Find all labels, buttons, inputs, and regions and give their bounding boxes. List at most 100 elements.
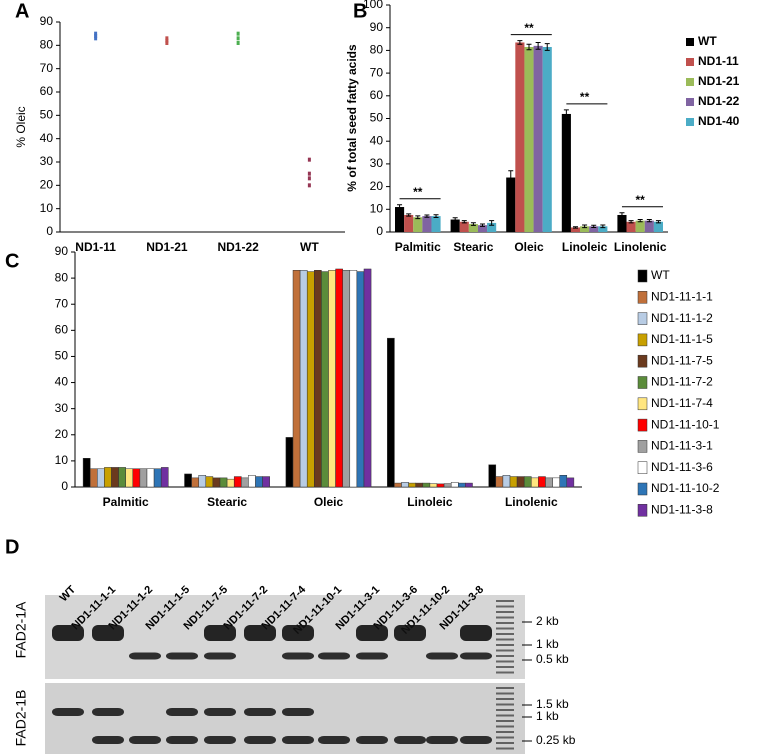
error-bar	[406, 213, 412, 217]
ladder-band	[496, 692, 514, 695]
ladder-band	[496, 687, 514, 689]
bar	[226, 478, 235, 488]
legend-label: ND1-11-3-8	[651, 502, 713, 516]
y-axis-label: % of total seed fatty acids	[345, 44, 359, 192]
ladder-band	[496, 736, 514, 739]
bar	[363, 268, 372, 488]
y-tick-label: 10	[55, 453, 69, 467]
bar	[559, 475, 568, 488]
legend-label: ND1-11-10-1	[651, 417, 720, 431]
legend-swatch	[637, 354, 648, 368]
legend-label: ND1-11-3-6	[651, 460, 713, 474]
gel-band	[52, 708, 84, 716]
y-tick-label: 20	[55, 427, 69, 441]
bar	[349, 270, 358, 488]
point	[165, 41, 169, 45]
y-tick-label: 80	[55, 270, 69, 284]
y-tick-label: 90	[370, 20, 384, 34]
bar	[335, 268, 343, 488]
annotation: **	[580, 90, 590, 104]
bar	[413, 217, 423, 232]
ladder-band	[496, 720, 514, 722]
legend-swatch	[637, 397, 648, 411]
x-tick-label: ND1-22	[217, 240, 259, 254]
bar	[459, 221, 469, 232]
bar	[561, 113, 571, 232]
gel-band	[282, 625, 314, 641]
error-bar	[646, 219, 652, 223]
bar	[495, 476, 504, 488]
legend-swatch	[686, 38, 694, 46]
bar	[395, 207, 405, 232]
bar	[408, 482, 416, 488]
bar	[531, 477, 539, 488]
ladder-band	[496, 616, 514, 619]
marker-label: 1.5 kb	[536, 697, 569, 711]
gel-band	[166, 736, 198, 744]
ladder-band	[496, 698, 514, 700]
bar	[626, 221, 636, 232]
annotation: **	[524, 21, 534, 35]
legend-label: WT	[698, 34, 717, 48]
gene-label: FAD2-1A	[13, 601, 29, 658]
legend-label: ND1-11-1-5	[651, 332, 713, 346]
y-tick-label: 30	[55, 401, 69, 415]
bar	[509, 476, 518, 488]
bar	[285, 437, 294, 488]
error-bar	[637, 219, 643, 223]
gel-band	[166, 708, 198, 716]
bar	[580, 226, 590, 232]
ladder-band	[496, 644, 514, 646]
bar	[515, 42, 525, 232]
bar	[111, 467, 119, 488]
bar	[506, 177, 516, 232]
x-tick-label: Palmitic	[395, 240, 441, 254]
error-bar	[535, 41, 541, 50]
bar	[653, 221, 663, 232]
gel-band	[92, 625, 124, 641]
y-axis-label: % Oleic	[14, 106, 28, 147]
bar	[299, 270, 308, 488]
x-tick-label: ND1-21	[146, 240, 188, 254]
gel-band	[356, 736, 388, 744]
y-tick-label: 20	[40, 178, 54, 192]
annotation: **	[636, 193, 646, 207]
error-bar	[591, 224, 597, 228]
legend-swatch	[637, 333, 648, 347]
bar	[542, 46, 552, 233]
ladder-band	[496, 709, 514, 711]
bar	[644, 220, 654, 232]
gel-band	[92, 708, 124, 716]
ladder-band	[496, 649, 514, 652]
legend-swatch	[686, 98, 694, 106]
gel-band	[394, 625, 426, 641]
error-bar	[544, 43, 550, 51]
legend-label: ND1-11-7-4	[651, 396, 713, 410]
bar	[538, 476, 546, 488]
gel-band	[92, 736, 124, 744]
bar	[125, 468, 134, 488]
bar	[589, 226, 599, 232]
gel-band	[129, 736, 161, 744]
bar	[191, 477, 199, 488]
bar	[219, 477, 228, 488]
error-bar	[655, 220, 661, 224]
bar	[248, 475, 256, 488]
legend-swatch	[637, 291, 648, 304]
point	[94, 36, 98, 41]
marker-label: 1 kb	[536, 637, 559, 651]
x-tick-label: Linoleic	[562, 240, 608, 254]
ladder-band	[496, 633, 514, 635]
bar	[516, 476, 525, 488]
gel-band	[204, 708, 236, 716]
marker-label: 0.25 kb	[536, 733, 576, 747]
point	[165, 38, 169, 43]
ladder-band	[496, 627, 514, 630]
gel-band	[318, 652, 350, 660]
y-tick-label: 20	[370, 179, 384, 193]
error-bar	[415, 215, 421, 220]
ladder-band	[496, 605, 514, 608]
panel-label: D	[5, 536, 19, 558]
bar	[477, 225, 488, 232]
y-tick-label: 40	[55, 375, 69, 389]
